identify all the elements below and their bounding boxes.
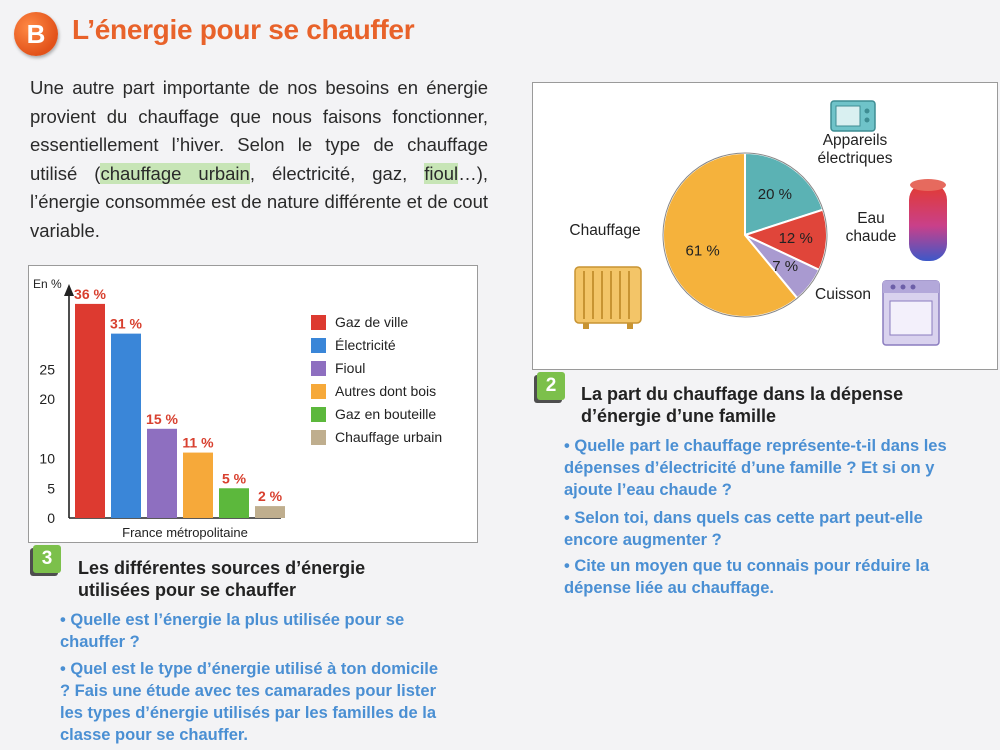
y-tick-label: 25 [39, 361, 55, 377]
bar [183, 452, 213, 518]
y-axis-arrow [64, 284, 74, 296]
legend-item: Chauffage urbain [311, 429, 442, 445]
bar-value-label: 15 % [146, 411, 178, 427]
legend-label: Chauffage urbain [335, 429, 443, 445]
stove-icon [882, 280, 940, 346]
section-title: L’énergie pour se chauffer [72, 14, 415, 45]
pie-category-line: Chauffage [569, 222, 640, 239]
y-tick-label: 0 [47, 510, 55, 526]
pie-category-line: chaude [846, 228, 897, 245]
y-tick-label: 20 [39, 391, 55, 407]
doc3-title: Les différentes sources d’énergie utilis… [78, 557, 365, 601]
legend-swatch [311, 314, 326, 330]
highlight-chauffage-urbain: chauffage urbain [100, 162, 250, 184]
intro-paragraph: Une autre part importante de nos besoins… [30, 74, 488, 245]
pie-category-label: Eau chaude [846, 210, 897, 245]
doc2-question-3: • Cite un moyen que tu connais pour rédu… [564, 557, 930, 597]
bar-value-label: 2 % [258, 488, 283, 504]
legend-label: Fioul [335, 360, 366, 376]
radiator-icon [574, 266, 642, 329]
doc2-question-1: • Quelle part le chauffage représente-t-… [564, 437, 947, 499]
pie-category-line: électriques [818, 150, 893, 167]
doc2-number-badge: 2 [537, 372, 565, 400]
bar [219, 488, 249, 518]
bar-value-label: 5 % [222, 470, 247, 486]
water-heater-icon [909, 179, 947, 261]
doc2-title-line2: d’énergie d’une famille [581, 406, 777, 426]
pie-category-label: Chauffage [569, 222, 640, 239]
doc2-title-line1: La part du chauffage dans la dépense [581, 384, 904, 404]
pie-value-label: 61 % [685, 242, 719, 259]
doc3-title-line2: utilisées pour se chauffer [78, 580, 297, 600]
legend-label: Électricité [335, 337, 396, 353]
doc2-title: La part du chauffage dans la dépense d’é… [581, 383, 903, 427]
doc3-title-line1: Les différentes sources d’énergie [78, 558, 366, 578]
pie-value-label: 12 % [779, 230, 813, 247]
pie-chart-frame: 61 % 20 % 12 % 7 % Chauffage Appareils électri… [532, 82, 998, 370]
pie-category-line: Eau [857, 210, 885, 227]
pie-outline [662, 152, 828, 318]
doc2-question-2: • Selon toi, dans quels cas cette part p… [564, 509, 923, 549]
intro-text-3: …), l’énergie consommée est de nature di… [30, 162, 488, 241]
pie-chart: 61 % 20 % 12 % 7 % Chauffage Appareils électri… [569, 100, 947, 346]
legend-item: Autres dont bois [311, 383, 436, 399]
pie-category-label: Appareils électriques [818, 132, 893, 167]
bar-value-label: 36 % [74, 286, 106, 302]
legend-item: Fioul [311, 360, 365, 376]
legend-label: Gaz de ville [335, 314, 409, 330]
legend-item: Gaz de ville [311, 314, 408, 330]
intro-text-1: Une autre part importante de nos besoins… [30, 77, 488, 184]
doc3-question-2: • Quel est le type d’énergie utilisé à t… [60, 660, 439, 744]
legend-swatch [311, 406, 326, 422]
bar-value-label: 31 % [110, 316, 142, 332]
pie-category-label: Cuisson [815, 286, 871, 303]
y-tick-label: 5 [47, 480, 55, 496]
y-axis-label: En % [33, 277, 62, 291]
x-axis-label: France métropolitaine [122, 525, 248, 540]
bar [75, 303, 105, 518]
bar [147, 428, 177, 518]
legend-swatch [311, 360, 326, 376]
bar [255, 506, 285, 518]
microwave-icon [830, 100, 876, 132]
pie-category-line: Cuisson [815, 286, 871, 303]
bar-value-label: 11 % [182, 435, 214, 451]
bar-chart: En % 0 5 10 20 25 France métropolitaine 36 %31 … [33, 277, 285, 540]
pie-value-label: 20 % [758, 186, 792, 203]
legend-item: Électricité [311, 337, 396, 353]
section-badge: B [14, 12, 58, 56]
legend-label: Autres dont bois [335, 383, 437, 399]
pie-category-line: Appareils [823, 132, 888, 149]
bar-chart-frame: En % 0 5 10 20 25 France métropolitaine 36 % 31 … [28, 265, 478, 543]
doc3-question-1: • Quelle est l’énergie la plus utilisée … [60, 611, 405, 651]
intro-text-2: , électricité, gaz, [249, 162, 425, 184]
legend-swatch [311, 383, 326, 399]
legend-label: Gaz en bouteille [335, 406, 437, 422]
bar [111, 333, 141, 518]
y-tick-label: 10 [39, 451, 55, 467]
legend-swatch [311, 429, 326, 445]
highlight-fioul: fioul [424, 162, 459, 184]
legend-item: Gaz en bouteille [311, 406, 436, 422]
legend-swatch [311, 337, 326, 353]
doc3-number-badge: 3 [33, 545, 61, 573]
pie-value-label: 7 % [772, 258, 798, 275]
